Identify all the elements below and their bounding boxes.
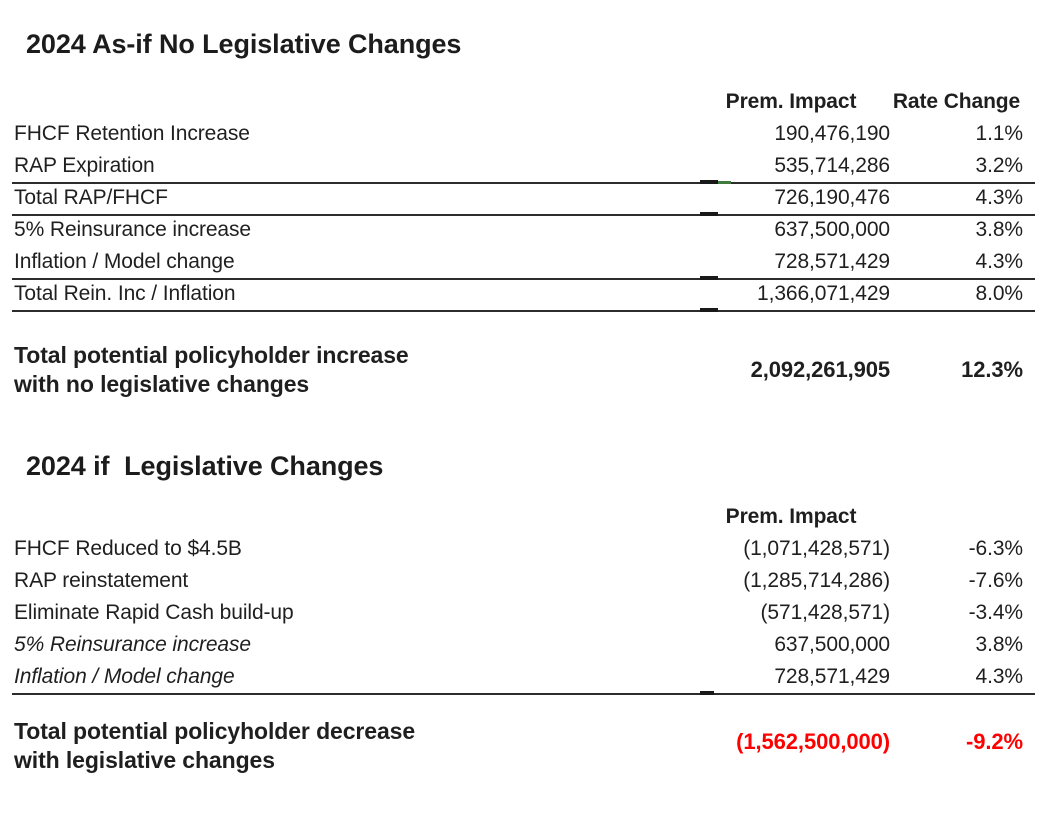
row-label: FHCF Reduced to $4.5B <box>14 537 242 560</box>
column-header-prem-impact: Prem. Impact <box>725 90 857 113</box>
table-row-fhcf-reduced: FHCF Reduced to $4.5B (1,071,428,571) -6… <box>12 533 1035 565</box>
table-row-inflation-model: Inflation / Model change 728,571,429 4.3… <box>12 661 1035 695</box>
row-label: RAP reinstatement <box>14 569 189 592</box>
section2-total-row: Total potential policyholder decrease wi… <box>12 710 1035 774</box>
table-row-reinsurance-increase: 5% Reinsurance increase 637,500,000 3.8% <box>12 629 1035 661</box>
table-row-total-rein-inflation: Total Rein. Inc / Inflation 1,366,071,42… <box>12 278 1035 312</box>
row-prem-impact: 728,571,429 <box>774 665 890 688</box>
total-label-line2: with legislative changes <box>14 747 275 773</box>
row-prem-impact: (571,428,571) <box>760 601 891 624</box>
total-rate-change: 12.3% <box>961 357 1023 382</box>
section1-total-row: Total potential policyholder increase wi… <box>12 338 1035 402</box>
table-row-reinsurance-increase: 5% Reinsurance increase 637,500,000 3.8% <box>12 214 1035 246</box>
row-rate-change: 4.3% <box>975 186 1024 209</box>
row-prem-impact: 535,714,286 <box>774 154 890 177</box>
row-rate-change: 3.2% <box>975 154 1024 177</box>
border-artifact-dark <box>700 276 718 280</box>
row-rate-change: 3.8% <box>975 633 1024 656</box>
row-rate-change: 8.0% <box>975 282 1024 305</box>
total-label: Total potential policyholder decrease wi… <box>12 709 692 775</box>
section2-title: 2024 if Legislative Changes <box>26 451 384 481</box>
total-prem-impact: 2,092,261,905 <box>750 357 890 382</box>
row-prem-impact: 728,571,429 <box>774 250 890 273</box>
row-prem-impact: (1,071,428,571) <box>743 537 890 560</box>
row-rate-change: 4.3% <box>975 665 1024 688</box>
row-rate-change: -6.3% <box>968 537 1023 560</box>
border-artifact-dark <box>700 308 718 312</box>
total-label-line2: with no legislative changes <box>14 371 310 397</box>
section1-header-row: Prem. Impact Rate Change <box>12 86 1035 118</box>
row-label: Inflation / Model change <box>14 665 235 688</box>
table-row-total-rap-fhcf: Total RAP/FHCF 726,190,476 4.3% <box>12 182 1035 216</box>
section2-header-row: Prem. Impact <box>12 501 1035 533</box>
row-rate-change: -3.4% <box>968 601 1023 624</box>
row-prem-impact: 637,500,000 <box>774 218 890 241</box>
row-prem-impact: (1,285,714,286) <box>743 569 890 592</box>
row-label: Total RAP/FHCF <box>14 186 168 209</box>
table-row-inflation-model: Inflation / Model change 728,571,429 4.3… <box>12 246 1035 280</box>
border-artifact-dark <box>700 180 718 184</box>
border-artifact-dark <box>700 212 718 216</box>
column-header-prem-impact: Prem. Impact <box>725 505 857 528</box>
table-row-rap-expiration: RAP Expiration 535,714,286 3.2% <box>12 150 1035 184</box>
row-rate-change: 1.1% <box>975 122 1024 145</box>
total-rate-change: -9.2% <box>966 729 1023 754</box>
row-label: 5% Reinsurance increase <box>14 633 251 656</box>
row-label: Total Rein. Inc / Inflation <box>14 282 236 305</box>
border-artifact-dark <box>700 691 714 695</box>
row-rate-change: 3.8% <box>975 218 1024 241</box>
row-prem-impact: 190,476,190 <box>774 122 890 145</box>
total-label-line1: Total potential policyholder increase <box>14 342 409 368</box>
section1-title: 2024 As-if No Legislative Changes <box>26 29 462 59</box>
row-label: RAP Expiration <box>14 154 155 177</box>
row-label: Eliminate Rapid Cash build-up <box>14 601 294 624</box>
column-header-rate-change: Rate Change <box>892 90 1021 113</box>
row-prem-impact: 1,366,071,429 <box>757 282 890 305</box>
total-prem-impact: (1,562,500,000) <box>736 729 890 754</box>
row-label: 5% Reinsurance increase <box>14 218 251 241</box>
row-label: FHCF Retention Increase <box>14 122 250 145</box>
row-rate-change: 4.3% <box>975 250 1024 273</box>
row-prem-impact: 637,500,000 <box>774 633 890 656</box>
table-row-rap-reinstatement: RAP reinstatement (1,285,714,286) -7.6% <box>12 565 1035 597</box>
total-label: Total potential policyholder increase wi… <box>12 341 692 399</box>
table-row-fhcf-retention: FHCF Retention Increase 190,476,190 1.1% <box>12 118 1035 150</box>
total-label-line1: Total potential policyholder decrease <box>14 718 416 744</box>
border-artifact-green <box>718 181 731 184</box>
row-label: Inflation / Model change <box>14 250 235 273</box>
table-row-eliminate-rapid-cash: Eliminate Rapid Cash build-up (571,428,5… <box>12 597 1035 629</box>
row-rate-change: -7.6% <box>968 569 1023 592</box>
row-prem-impact: 726,190,476 <box>774 186 890 209</box>
